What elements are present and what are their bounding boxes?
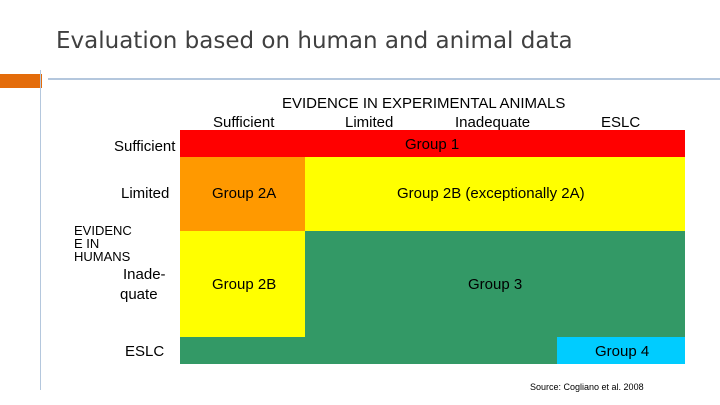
slide-title: Evaluation based on human and animal dat… xyxy=(56,28,573,54)
humans-header-line-3: HUMANS xyxy=(74,249,131,264)
humans-header-line-2: E IN xyxy=(74,236,100,251)
row-header-eslc: ESLC xyxy=(125,343,165,360)
animals-header: EVIDENCE IN EXPERIMENTAL ANIMALS xyxy=(282,95,566,112)
cell-yellow-inadequate xyxy=(180,231,305,337)
side-rule xyxy=(40,70,45,390)
humans-header: EVIDENC E IN HUMANS xyxy=(74,224,144,263)
column-header-inadequate: Inadequate xyxy=(455,114,531,131)
cell-group2a xyxy=(180,157,305,231)
row-header-inadequate-2: quate xyxy=(120,286,158,303)
row-header-inadequate-1: Inade- xyxy=(123,266,166,283)
column-header-limited: Limited xyxy=(345,114,394,131)
column-header-sufficient: Sufficient xyxy=(213,114,275,131)
column-header-eslc: ESLC xyxy=(601,114,641,131)
cell-group1 xyxy=(180,130,685,157)
row-header-limited: Limited xyxy=(121,185,170,202)
cell-eslc-green xyxy=(180,337,557,364)
accent-square xyxy=(0,74,42,88)
row-header-sufficient: Sufficient xyxy=(114,138,176,155)
source-citation: Source: Cogliano et al. 2008 xyxy=(530,382,644,392)
label-group2b-exceptionally: Group 2B (exceptionally 2A) xyxy=(397,185,585,202)
humans-header-line-1: EVIDENC xyxy=(74,223,132,238)
label-group4: Group 4 xyxy=(595,343,650,360)
cell-group4 xyxy=(557,337,685,364)
cell-group3 xyxy=(305,231,685,337)
title-rule xyxy=(48,78,720,80)
label-group1: Group 1 xyxy=(405,136,460,153)
label-group2a: Group 2A xyxy=(212,185,277,202)
label-group2b: Group 2B xyxy=(212,276,277,293)
label-group3: Group 3 xyxy=(468,276,523,293)
cell-yellow-limited xyxy=(305,157,685,231)
